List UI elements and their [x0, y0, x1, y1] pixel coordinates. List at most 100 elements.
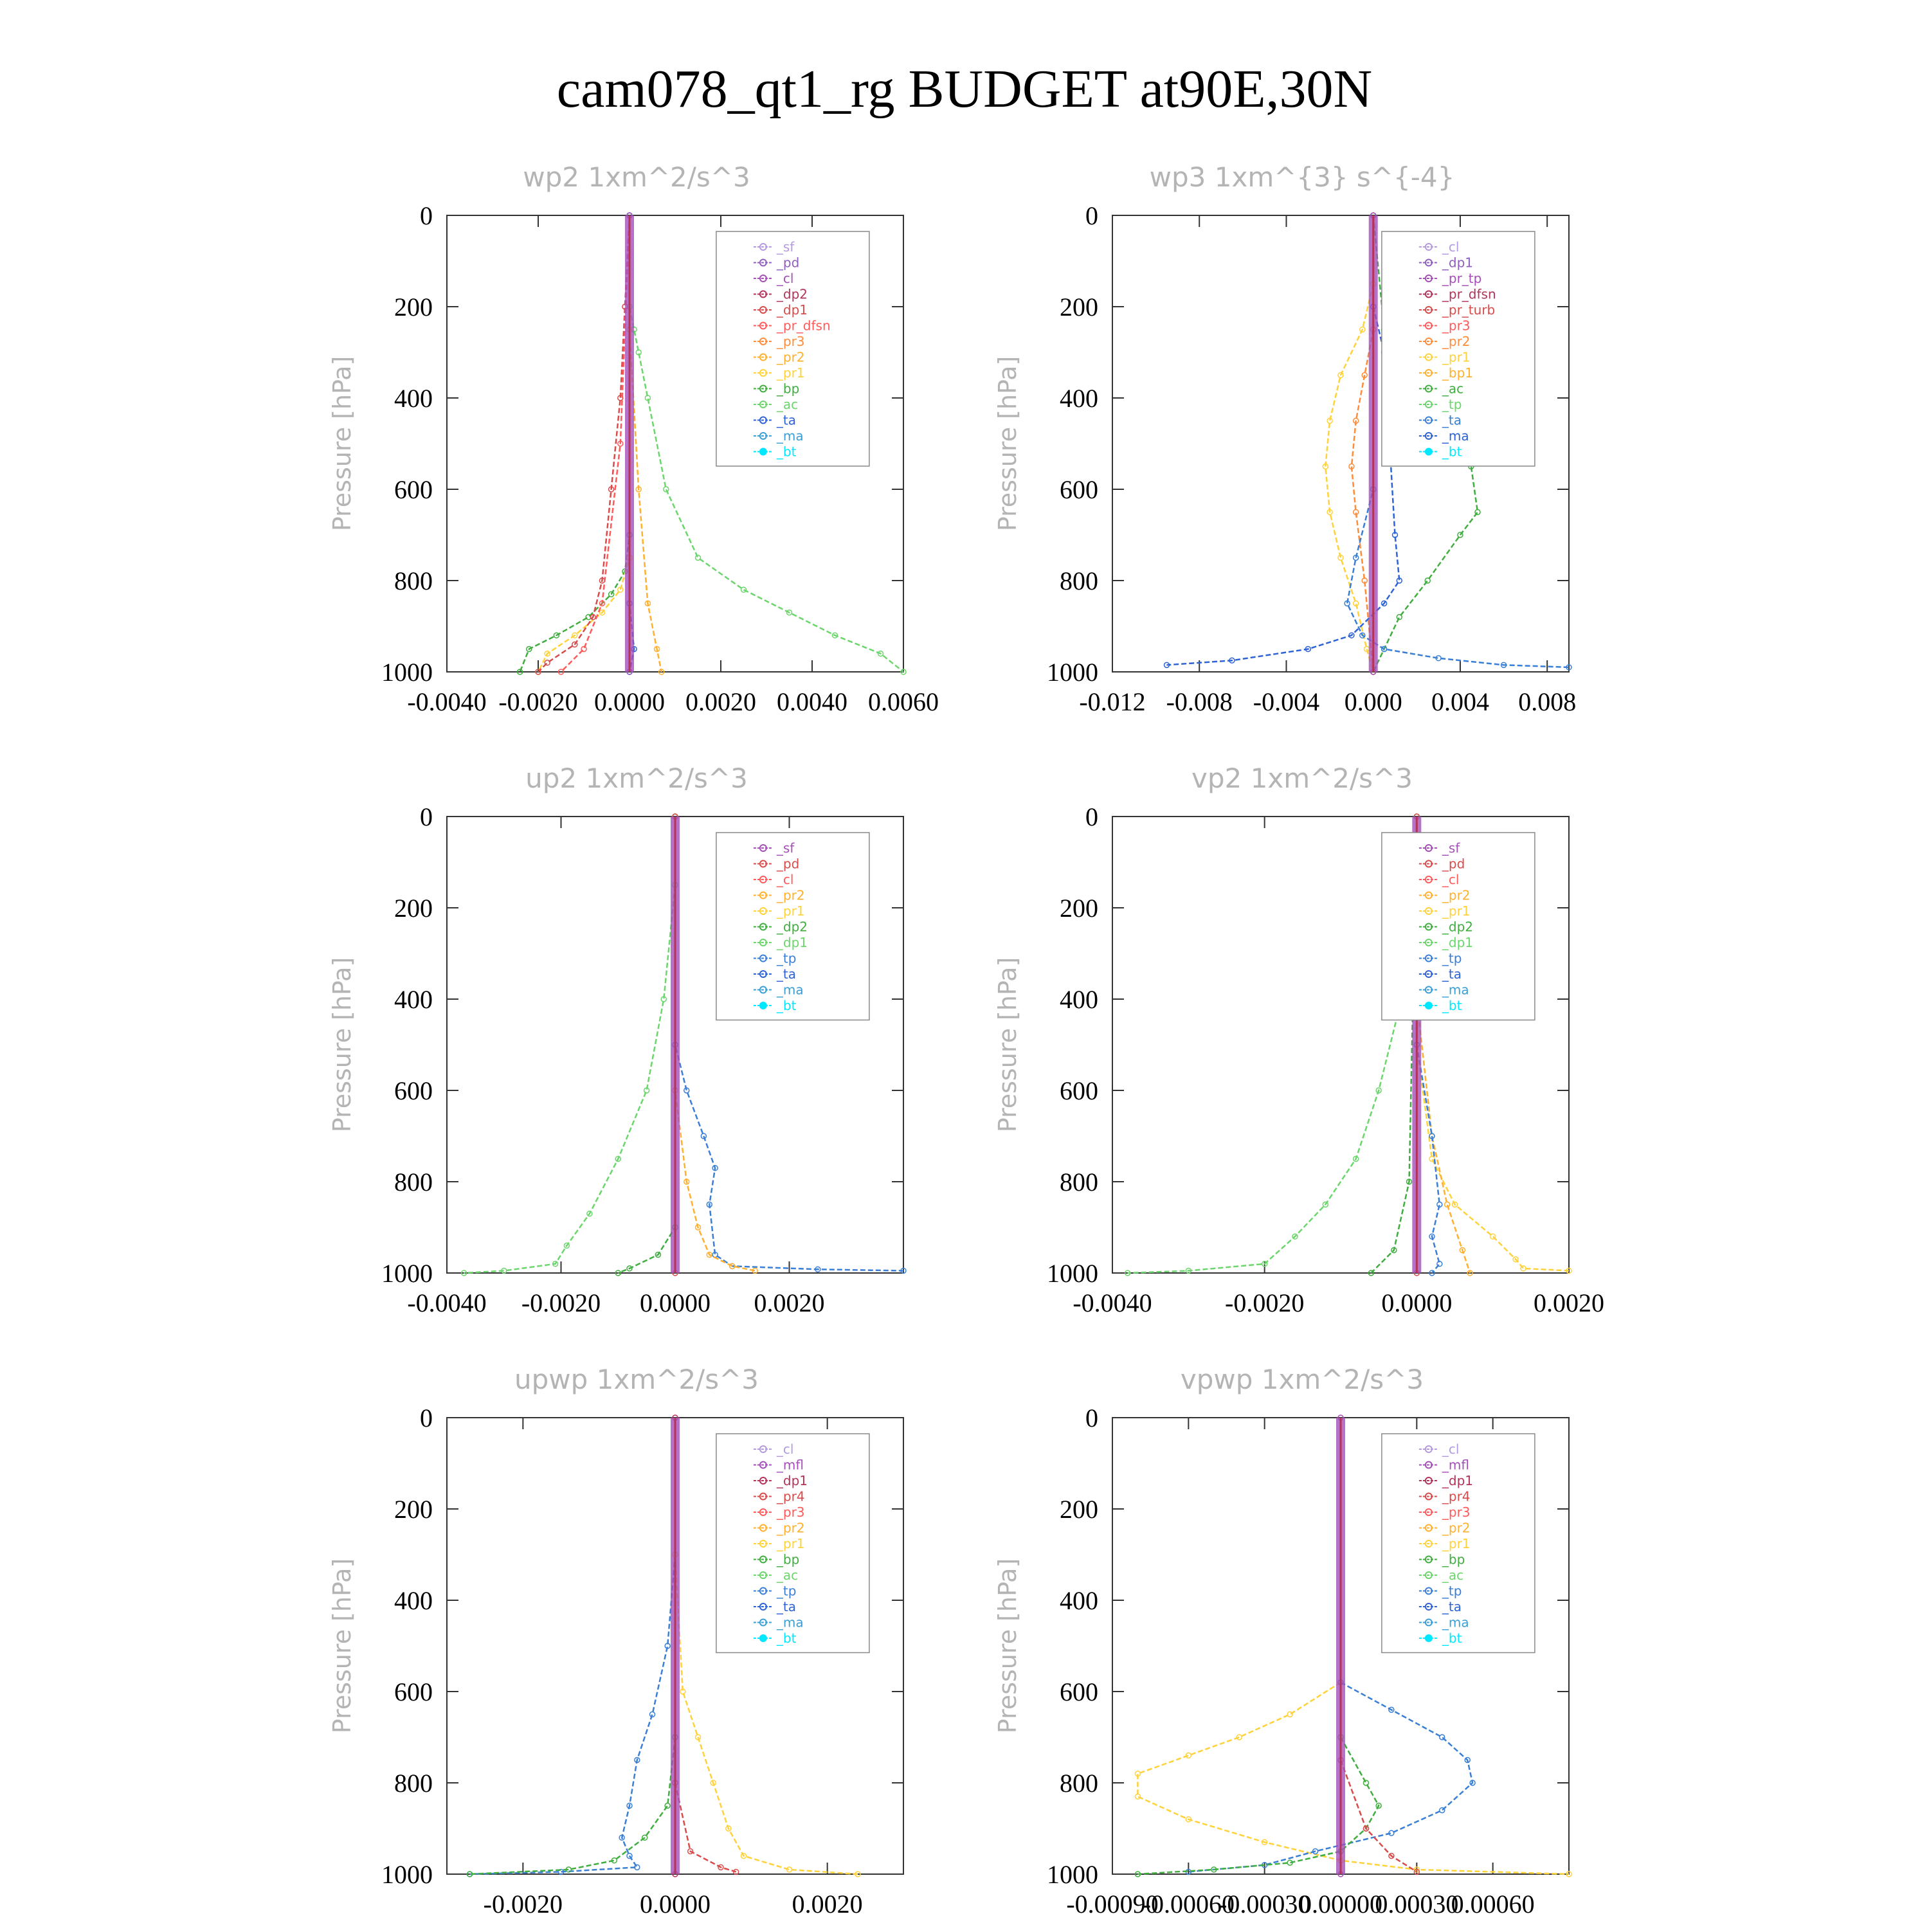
legend-marker [759, 384, 767, 393]
legend-entry: _ta [776, 1599, 796, 1614]
legend-marker [759, 1445, 767, 1453]
series-point [1312, 1848, 1319, 1855]
series-point [608, 591, 615, 598]
legend-marker [759, 290, 767, 298]
series-point [1396, 614, 1403, 620]
series-point [658, 669, 665, 675]
series-line [674, 1782, 737, 1873]
series-point [700, 1133, 707, 1139]
chart-wp2: wp2 1xm^2/s^3 Pressure [hPa] 0 200 400 600 800… [328, 161, 939, 716]
series-point [516, 669, 523, 675]
legend-marker [759, 876, 767, 883]
legend-marker [759, 939, 767, 946]
legend-entry: _sf [776, 840, 795, 856]
legend-marker [759, 1477, 767, 1485]
legend-marker [759, 275, 767, 282]
series-point [1375, 1087, 1382, 1094]
series-line [560, 215, 631, 673]
series-point [626, 1802, 633, 1809]
legend-entry: _ta [776, 966, 796, 982]
legend-entry: _cl [776, 271, 794, 286]
series-point [1435, 655, 1442, 662]
y-tick-label: 200 [1060, 1495, 1098, 1524]
series-point [1566, 1267, 1572, 1274]
legend-entry: _bt [1442, 998, 1462, 1013]
legend-entry: _ac [1442, 1567, 1463, 1583]
y-tick-label: 1000 [381, 658, 433, 687]
x-tick-label: 0.0020 [754, 1288, 825, 1317]
series-point [1406, 1178, 1413, 1185]
legend-entry: _pr2 [776, 1521, 805, 1536]
legend-marker [1424, 1445, 1433, 1453]
series-line [1370, 816, 1418, 1274]
series-point [466, 1871, 473, 1877]
legend-marker [759, 1461, 767, 1469]
legend-marker [1424, 844, 1433, 852]
legend-marker [759, 923, 767, 931]
x-tick-label: 0.00060 [1451, 1890, 1535, 1918]
legend-entry: _cl [776, 872, 794, 887]
legend-entry: _ma [776, 982, 804, 998]
legend-entry: _pr2 [1442, 888, 1471, 903]
series-point [660, 996, 667, 1002]
legend-marker [759, 1002, 767, 1009]
series-line [674, 817, 904, 1272]
series-line [464, 817, 676, 1274]
legend-entry: _bp [776, 1552, 799, 1567]
x-tick-label: -0.00030 [1218, 1890, 1310, 1918]
series-point [1388, 1830, 1395, 1836]
x-tick-label: -0.0020 [1225, 1288, 1304, 1317]
series-point [552, 1261, 559, 1267]
legend-marker [759, 432, 767, 440]
chart-up2: up2 1xm^2/s^3 Pressure [hPa] 0 200 400 600 800… [328, 763, 907, 1317]
series-point [1124, 1270, 1131, 1276]
series-point [1292, 1233, 1298, 1240]
series-point [1467, 1270, 1473, 1276]
series-point [557, 1868, 565, 1875]
legend-marker [759, 970, 767, 978]
legend-marker [759, 338, 767, 345]
y-axis-label: Pressure [hPa] [993, 957, 1022, 1133]
series-point [1337, 554, 1344, 561]
series-point [649, 1711, 656, 1718]
x-tick-label: -0.0040 [407, 687, 486, 716]
legend-marker [759, 258, 767, 267]
legend-marker [759, 860, 767, 868]
legend-marker [759, 1555, 767, 1564]
y-tick-label: 400 [1060, 1586, 1098, 1615]
series-line [1416, 1044, 1441, 1274]
series-line [1350, 329, 1374, 673]
series-point [1236, 1734, 1242, 1740]
legend-entry: _dp2 [1442, 919, 1473, 935]
x-tick-label: -0.0040 [1073, 1288, 1152, 1317]
series-point [1185, 1267, 1192, 1274]
y-axis-label: Pressure [hPa] [328, 356, 356, 532]
legend-marker [1424, 1571, 1433, 1579]
legend-marker [759, 1508, 767, 1516]
legend-entry: _cl [1442, 239, 1460, 255]
legend-marker [759, 1571, 767, 1579]
legend-entry: _pr2 [1442, 334, 1471, 349]
plot-frame [446, 215, 904, 673]
legend-marker [759, 1634, 767, 1642]
x-tick-label: 0.008 [1518, 687, 1576, 716]
series-point [729, 1263, 736, 1270]
legend-marker [759, 447, 767, 456]
series-point [706, 1201, 712, 1208]
legend-marker [1424, 907, 1433, 915]
legend-entry: _dp2 [776, 919, 808, 935]
legend-marker [1424, 1492, 1433, 1501]
legend-entry: _pr3 [776, 334, 805, 349]
series-line [1416, 998, 1471, 1274]
legend-entry: _dp2 [776, 287, 808, 302]
legend-marker [1424, 290, 1433, 298]
legend-marker [1424, 891, 1433, 899]
chart-title: vp2 1xm^2/s^3 [1191, 763, 1413, 794]
series-point [617, 440, 624, 447]
series-line [1127, 885, 1418, 1274]
y-tick-label: 400 [394, 985, 433, 1014]
series-point [1363, 1825, 1370, 1832]
series-point [786, 1866, 793, 1873]
legend-marker [1424, 306, 1433, 314]
series-point [1464, 1756, 1471, 1764]
